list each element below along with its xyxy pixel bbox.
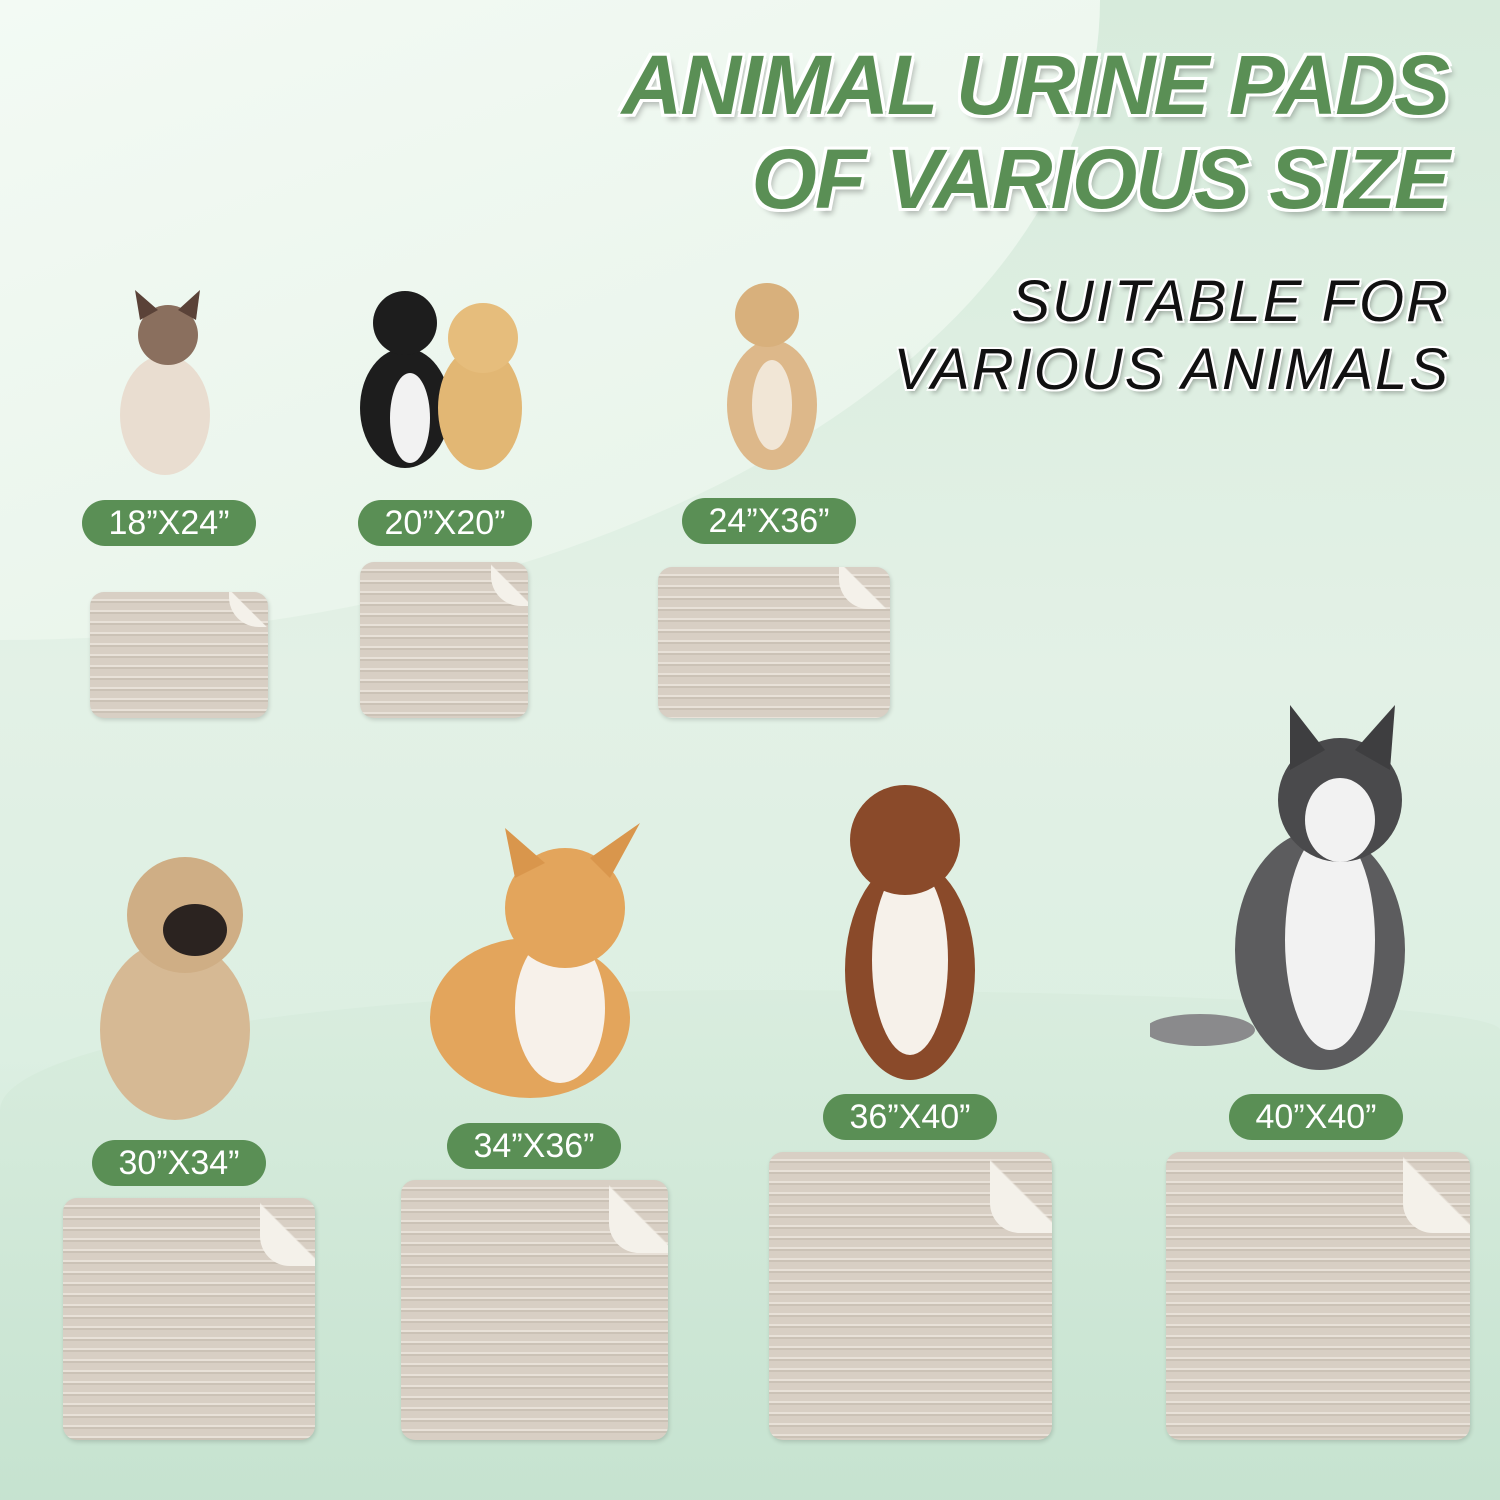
corgi-icon [430,823,640,1098]
pug-icon [100,857,250,1120]
pad-corner-fold [609,1180,668,1253]
siamese-cat-icon [120,290,210,475]
pad-18x24 [90,592,268,718]
australian-shepherd-icon [845,785,975,1080]
pad-36x40 [769,1152,1052,1440]
pad-corner-fold [491,562,528,606]
pad-30x34 [63,1198,315,1440]
subheading-line-1: SUITABLE FOR [1011,269,1450,334]
main-heading: ANIMAL URINE PADS OF VARIOUS SIZE [621,38,1450,226]
cat-and-puppy-icon [360,291,522,470]
pad-corner-fold [989,1152,1052,1233]
size-label-20x20: 20”X20” [358,500,532,546]
pad-corner-fold [259,1198,315,1266]
size-label-34x36: 34”X36” [447,1123,621,1169]
size-label-30x34: 30”X34” [92,1140,266,1186]
pad-24x36 [658,567,890,718]
pad-corner-fold [228,592,268,628]
pad-corner-fold [838,567,890,610]
husky-icon [1150,705,1405,1070]
pad-40x40 [1166,1152,1470,1440]
pad-20x20 [360,562,528,718]
subheading-line-2: VARIOUS ANIMALS [893,337,1450,402]
size-label-36x40: 36”X40” [823,1094,997,1140]
small-dog-icon [727,283,817,470]
size-label-18x24: 18”X24” [82,500,256,546]
heading-line-1: ANIMAL URINE PADS [621,38,1450,132]
pad-34x36 [401,1180,668,1440]
size-label-40x40: 40”X40” [1229,1094,1403,1140]
size-label-24x36: 24”X36” [682,498,856,544]
heading-line-2: OF VARIOUS SIZE [751,132,1450,226]
sub-heading: SUITABLE FOR VARIOUS ANIMALS [894,268,1450,404]
pad-corner-fold [1403,1152,1470,1233]
